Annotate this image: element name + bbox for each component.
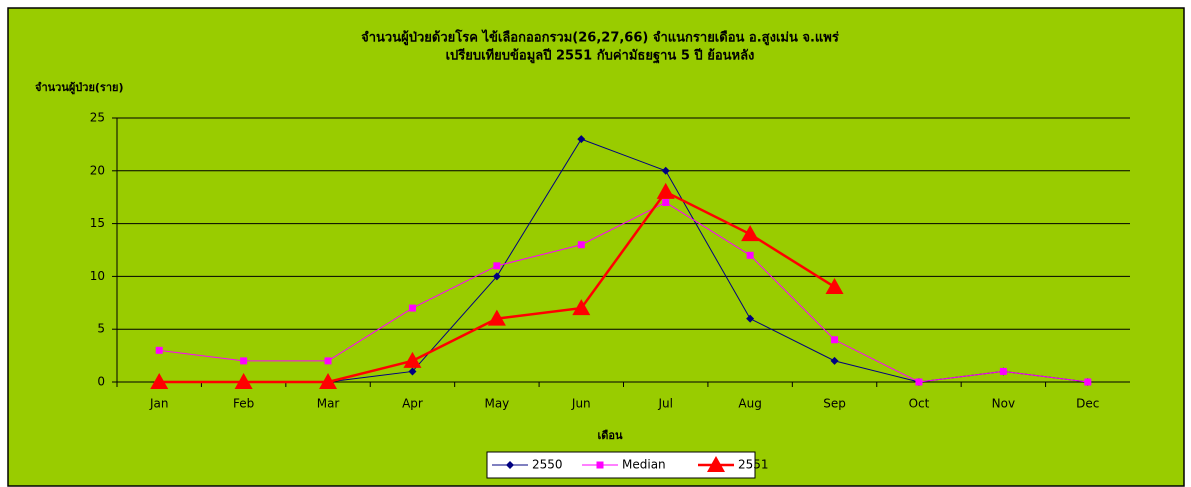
data-point <box>492 272 501 281</box>
x-tick-label: Feb <box>233 397 254 411</box>
data-point <box>487 309 506 326</box>
data-point <box>324 357 332 365</box>
x-tick-label: Dec <box>1076 397 1099 411</box>
data-point <box>240 357 248 365</box>
legend-marker <box>596 461 604 469</box>
series-line <box>159 201 1088 383</box>
y-tick-label: 15 <box>90 216 105 230</box>
legend-label: 2551 <box>738 458 769 472</box>
chart-background <box>7 7 1185 487</box>
y-tick-label: 20 <box>90 163 105 177</box>
x-tick-label: Mar <box>317 397 340 411</box>
y-tick-label: 25 <box>90 111 105 125</box>
x-tick-label: Jun <box>571 397 591 411</box>
legend-marker <box>506 461 514 469</box>
data-point <box>572 299 591 316</box>
data-point <box>577 241 585 249</box>
chart-subtitle: เปรียบเทียบข้อมูลปี 2551 กับค่ามัธยฐาน 5… <box>446 48 755 65</box>
y-tick-label: 10 <box>90 269 105 283</box>
y-axis-label: จำนวนผู้ป่วย(ราย) <box>35 81 123 95</box>
data-point <box>319 373 338 389</box>
data-point <box>577 135 586 144</box>
x-tick-label: Apr <box>402 397 423 411</box>
x-tick-label: Oct <box>909 397 930 411</box>
x-tick-label: Aug <box>738 397 761 411</box>
data-point <box>150 373 169 389</box>
data-point <box>830 356 839 365</box>
x-tick-label: May <box>484 397 509 411</box>
data-point <box>746 251 754 259</box>
data-point <box>662 198 670 206</box>
data-point <box>661 166 670 175</box>
x-tick-label: Jul <box>657 397 672 411</box>
x-axis-label: เดือน <box>597 429 623 442</box>
data-point <box>234 373 253 389</box>
data-point <box>915 378 923 386</box>
chart-title: จำนวนผู้ป่วยด้วยโรค ไข้เลือกออกรวม(26,27… <box>361 29 839 46</box>
data-point <box>746 314 755 323</box>
legend-label: 2550 <box>532 458 563 472</box>
data-point <box>999 367 1007 375</box>
data-point <box>403 351 422 368</box>
x-tick-label: Sep <box>823 397 846 411</box>
data-point <box>825 277 844 294</box>
data-point <box>831 336 839 344</box>
legend-marker <box>707 456 725 472</box>
data-point <box>1084 378 1092 386</box>
x-tick-label: Nov <box>992 397 1015 411</box>
data-point <box>155 346 163 354</box>
data-point <box>493 262 501 270</box>
x-tick-label: Jan <box>149 397 169 411</box>
y-tick-label: 0 <box>97 375 105 389</box>
data-point <box>656 182 675 199</box>
y-tick-label: 5 <box>97 322 105 336</box>
legend-label: Median <box>622 458 666 472</box>
data-point <box>741 225 760 242</box>
data-point <box>408 367 417 376</box>
data-point <box>408 304 416 312</box>
